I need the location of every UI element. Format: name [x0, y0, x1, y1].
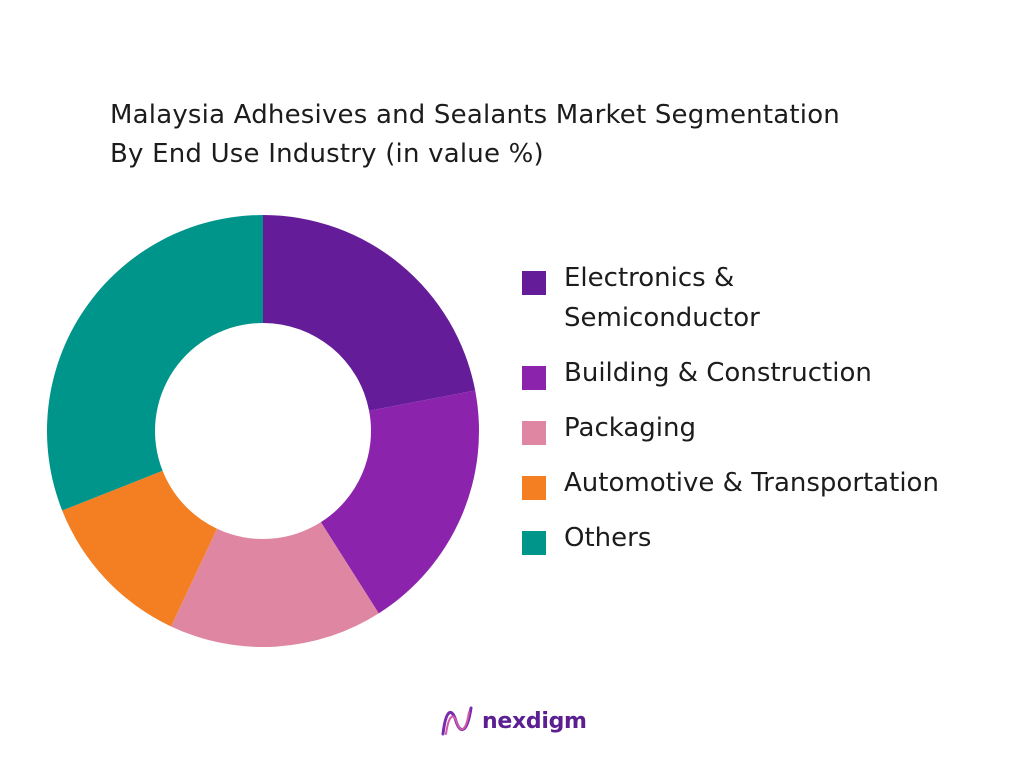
legend-label: Electronics & Semiconductor	[564, 263, 760, 333]
donut-slice-building-construction	[320, 390, 480, 614]
chart-title-line-1: Malaysia Adhesives and Sealants Market S…	[110, 100, 840, 130]
legend-item: Others	[522, 518, 939, 558]
legend-item: Packaging	[522, 408, 939, 448]
legend-label: Automotive & Transportation	[564, 468, 939, 498]
donut-chart	[47, 215, 480, 647]
legend-swatch	[522, 531, 546, 555]
donut-slice-others	[47, 215, 263, 511]
legend-item: Electronics & Semiconductor	[522, 258, 864, 338]
legend-item: Building & Construction	[522, 353, 939, 393]
legend-swatch	[522, 476, 546, 500]
chart-title: Malaysia Adhesives and Sealants Market S…	[110, 96, 840, 174]
nexdigm-logo-icon	[441, 706, 473, 736]
legend-label: Others	[564, 523, 652, 553]
legend-label: Packaging	[564, 413, 696, 443]
donut-slice-automotive-transportation	[62, 470, 218, 627]
legend-swatch	[522, 421, 546, 445]
chart-title-line-2: By End Use Industry (in value %)	[110, 139, 544, 169]
chart-legend: Electronics & Semiconductor Building & Co…	[522, 258, 939, 573]
nexdigm-logo: nexdigm	[440, 704, 587, 738]
legend-swatch	[522, 366, 546, 390]
donut-slice-packaging	[171, 522, 379, 647]
donut-slice-electronics-semiconductor	[263, 215, 476, 411]
nexdigm-logo-text: nexdigm	[482, 708, 587, 734]
legend-swatch	[522, 271, 546, 295]
legend-label: Building & Construction	[564, 358, 872, 388]
legend-item: Automotive & Transportation	[522, 463, 939, 503]
